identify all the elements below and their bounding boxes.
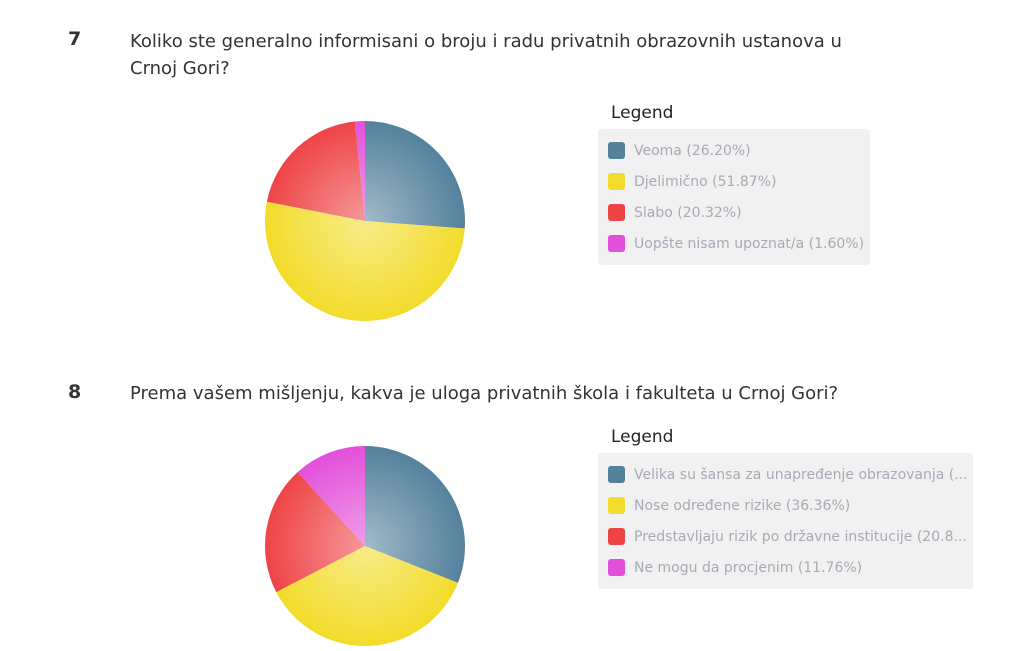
legend-item[interactable]: Uopšte nisam upoznat/a (1.60%) [608,228,864,259]
legend-swatch [608,204,625,221]
pie-chart [265,446,465,646]
legend-item[interactable]: Velika su šansa za unapređenje obrazovan… [608,459,968,490]
legend-swatch [608,173,625,190]
pie-slice[interactable] [354,121,365,221]
legend-label: Nose određene rizike (36.36%) [634,497,851,514]
legend-item[interactable]: Slabo (20.32%) [608,197,860,228]
pie-slice[interactable] [265,472,365,593]
legend-title: Legend [611,103,674,123]
pie-chart [264,121,465,322]
question-number: 8 [68,381,82,403]
legend-label: Ne mogu da procjenim (11.76%) [634,559,863,576]
legend-label: Djelimično (51.87%) [634,173,777,190]
pie-slice[interactable] [297,446,365,546]
legend-swatch [608,142,625,159]
legend-label: Predstavljaju rizik po državne instituci… [634,528,967,545]
legend-title: Legend [611,427,674,447]
legend-swatch [608,497,625,514]
legend-item[interactable]: Nose određene rizike (36.36%) [608,490,963,521]
legend: Veoma (26.20%) Djelimično (51.87%) Slabo (… [598,129,870,265]
pie-slice[interactable] [365,446,465,583]
legend-swatch [608,559,625,576]
legend-item[interactable]: Veoma (26.20%) [608,135,860,166]
legend-label: Uopšte nisam upoznat/a (1.60%) [634,235,865,252]
legend-label: Slabo (20.32%) [634,204,742,221]
legend-label: Veoma (26.20%) [634,142,751,159]
pie-slice[interactable] [266,121,365,221]
legend-swatch [608,528,625,545]
legend-label: Velika su šansa za unapređenje obrazovan… [634,466,968,483]
legend-item[interactable]: Ne mogu da procjenim (11.76%) [608,552,963,583]
legend: Velika su šansa za unapređenje obrazovan… [598,453,973,589]
pie-slice[interactable] [264,201,465,322]
question-number: 7 [68,28,82,50]
legend-item[interactable]: Djelimično (51.87%) [608,166,860,197]
legend-swatch [608,235,625,252]
legend-item[interactable]: Predstavljaju rizik po državne instituci… [608,521,967,552]
pie-slice[interactable] [276,546,458,646]
question-title: Prema vašem mišljenju, kakva je uloga pr… [130,383,839,404]
question-title: Koliko ste generalno informisani o broju… [130,31,842,79]
pie-slice[interactable] [365,121,465,229]
legend-swatch [608,466,625,483]
